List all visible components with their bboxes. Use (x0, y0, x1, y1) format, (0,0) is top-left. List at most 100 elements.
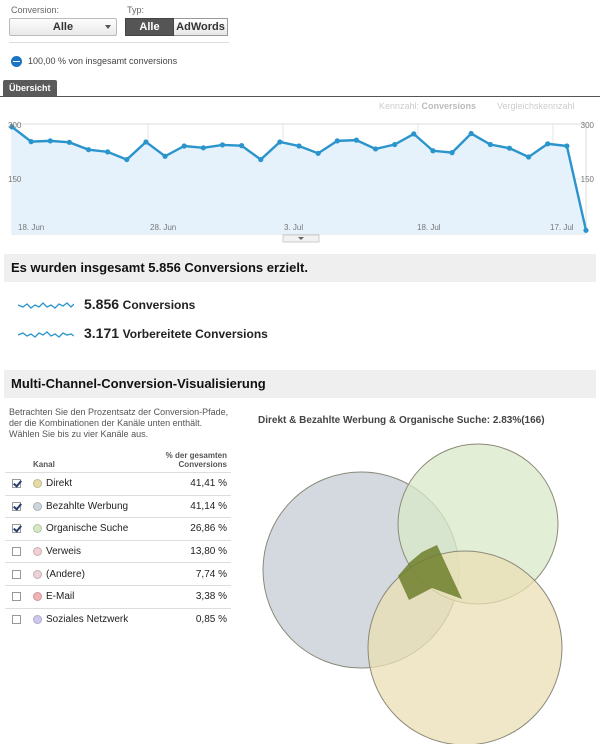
summary-percentage-text: 100,00 % von insgesamt conversions (28, 56, 178, 66)
channel-color-dot (33, 479, 42, 489)
chart-data-point (372, 146, 379, 152)
channel-row[interactable]: (Andere) 7,74 % (5, 562, 231, 586)
chart-data-point (200, 145, 206, 151)
compare-metric-selector[interactable]: Vergleichskennzahl (497, 101, 575, 111)
chart-data-point (219, 142, 226, 148)
chart-data-point (545, 141, 551, 147)
channel-row[interactable]: Organische Suche 26,86 % (5, 517, 231, 541)
assisted-conversions-value: 3.171 (84, 325, 120, 341)
chart-data-point (583, 227, 589, 233)
chart-data-point (47, 138, 53, 144)
conversions-label: Conversions (122, 298, 196, 312)
channel-checkbox[interactable] (12, 501, 21, 511)
chart-data-point (315, 150, 321, 156)
chevron-down-icon (105, 25, 111, 29)
percent-pie-icon (11, 56, 22, 68)
chart-data-point (143, 139, 149, 145)
typ-alle-button[interactable]: Alle (125, 18, 174, 36)
channel-table: Kanal % der gesamten Conversions Direkt 4… (5, 451, 231, 631)
chart-data-point (449, 150, 455, 156)
assisted-conversions-label: Vorbereitete Conversions (122, 327, 268, 341)
chart-data-point (181, 143, 187, 149)
divider (9, 42, 229, 43)
channel-color-dot (33, 501, 42, 511)
chart-data-point (353, 137, 359, 143)
chart-data-point (124, 156, 130, 163)
col-kanal: Kanal (33, 460, 55, 469)
metric-selector[interactable]: Kennzahl: Conversions (379, 101, 476, 111)
mcf-description: Betrachten Sie den Prozentsatz der Conve… (9, 407, 229, 439)
conversions-value: 5.856 (84, 296, 120, 312)
chart-data-point (430, 148, 436, 154)
channel-name: E-Mail (46, 591, 75, 603)
channel-pct: 13,80 % (153, 539, 231, 563)
metric-conversions: 5.856 Conversions (18, 296, 195, 312)
chart-data-point (9, 124, 15, 130)
chart-data-point (239, 143, 245, 149)
x-tick-label: 18. Jul (417, 223, 441, 232)
x-tick-label: 18. Jun (18, 223, 44, 232)
channel-row[interactable]: Verweis 13,80 % (5, 539, 231, 563)
channel-color-dot (33, 524, 42, 534)
channel-color-dot (33, 592, 42, 602)
channel-color-dot (33, 614, 42, 624)
tab-overview[interactable]: Übersicht (3, 80, 57, 96)
channel-name: Bezahlte Werbung (46, 500, 129, 512)
chart-data-point (468, 130, 474, 137)
channel-pct: 26,86 % (153, 517, 231, 541)
y-tick-label: 300 (581, 121, 595, 130)
venn-title: Direkt & Bezahlte Werbung & Organische S… (258, 415, 545, 426)
chart-data-point (28, 139, 34, 145)
channel-name: Verweis (46, 546, 82, 558)
y-tick-label: 300 (8, 121, 22, 130)
chart-data-point (487, 141, 493, 148)
conversion-dropdown-value: Alle (52, 21, 74, 33)
channel-row[interactable]: E-Mail 3,38 % (5, 584, 231, 609)
channel-pct: 3,38 % (153, 584, 231, 609)
channel-name: Direkt (46, 478, 73, 490)
channel-row[interactable]: Soziales Netzwerk 0,85 % (5, 607, 231, 631)
channel-name: Soziales Netzwerk (46, 614, 129, 626)
chart-data-point (277, 139, 283, 145)
chart-data-point (66, 139, 72, 145)
x-tick-label: 28. Jun (150, 223, 176, 232)
channel-pct: 7,74 % (153, 562, 231, 586)
chart-data-point (334, 138, 340, 144)
y-tick-label: 150 (581, 175, 595, 184)
venn-diagram (262, 443, 563, 744)
channel-checkbox[interactable] (12, 546, 21, 556)
channel-pct: 0,85 % (153, 607, 231, 631)
channel-checkbox[interactable] (12, 569, 21, 579)
typ-adwords-button[interactable]: AdWords (174, 18, 228, 36)
chart-data-point (162, 153, 168, 159)
conversion-dropdown[interactable]: Alle (9, 18, 117, 36)
channel-checkbox[interactable] (12, 479, 21, 489)
channel-pct: 41,41 % (153, 472, 231, 496)
chart-area-fill (12, 126, 586, 234)
sparkline-icon (18, 330, 74, 338)
channel-pct: 41,14 % (153, 494, 231, 518)
chart-data-point (564, 143, 570, 149)
chart-data-point (85, 147, 92, 153)
tab-underline (0, 96, 600, 97)
venn-center-intersection[interactable] (398, 545, 462, 600)
x-tick-label: 3. Jul (284, 223, 303, 232)
channel-checkbox[interactable] (12, 614, 21, 624)
channel-color-dot (33, 546, 42, 556)
metric-assisted-conversions: 3.171 Vorbereitete Conversions (18, 325, 268, 341)
conversion-label: Conversion: (11, 5, 60, 15)
chart-data-point (296, 143, 302, 149)
metric-value: Conversions (421, 101, 477, 111)
channel-row[interactable]: Direkt 41,41 % (5, 472, 231, 496)
col-pct: % der gesamten Conversions (165, 451, 227, 469)
channel-checkbox[interactable] (12, 524, 21, 534)
channel-row[interactable]: Bezahlte Werbung 41,14 % (5, 494, 231, 518)
chart-data-point (258, 156, 264, 163)
chart-data-point (506, 145, 513, 151)
channel-checkbox[interactable] (12, 592, 21, 602)
sparkline-icon (18, 301, 74, 309)
x-tick-label: 17. Jul (550, 223, 574, 232)
channel-name: (Andere) (46, 568, 85, 580)
venn-circle-direkt[interactable] (367, 550, 563, 744)
chevron-down-icon (298, 237, 304, 240)
